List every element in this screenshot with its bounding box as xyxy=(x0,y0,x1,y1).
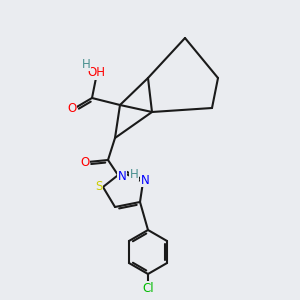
Text: OH: OH xyxy=(87,67,105,80)
Text: S: S xyxy=(95,181,103,194)
Text: O: O xyxy=(68,101,76,115)
Text: H: H xyxy=(130,167,138,181)
Text: O: O xyxy=(80,155,90,169)
Text: N: N xyxy=(141,173,149,187)
Text: N: N xyxy=(118,169,126,182)
Text: Cl: Cl xyxy=(142,281,154,295)
Text: H: H xyxy=(82,58,90,70)
